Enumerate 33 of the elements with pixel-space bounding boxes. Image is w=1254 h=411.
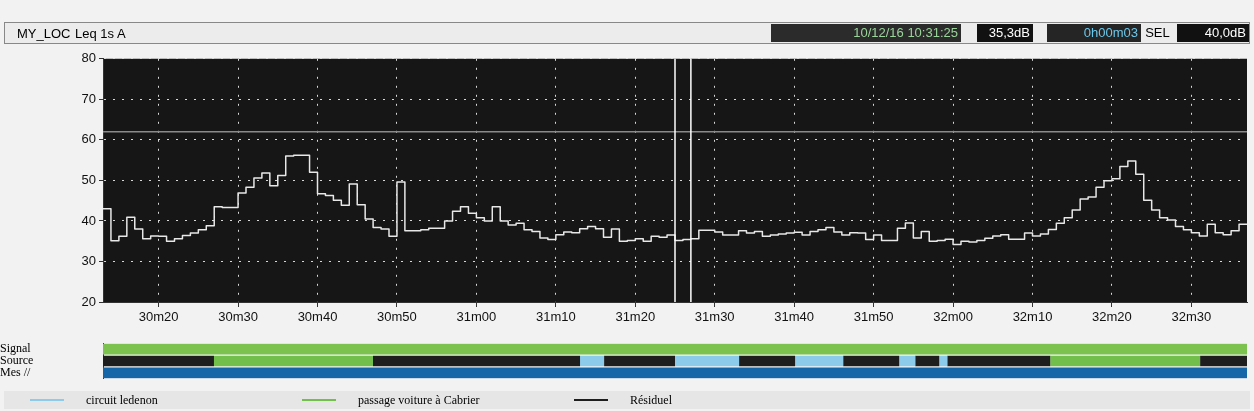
x-tick-label: 30m30: [218, 309, 258, 325]
text: 10/12/16 10:31:25: [771, 24, 961, 42]
x-tick-label: 30m50: [377, 309, 417, 325]
y-tick-label: 80: [81, 50, 96, 66]
legend-label: passage voiture à Cabrier: [358, 392, 480, 408]
text: 0h00m03: [1047, 24, 1141, 42]
y-tick-label: Signal: [0, 341, 32, 356]
y-tick-label: 60: [81, 131, 96, 147]
legend-label: circuit ledenon: [86, 392, 158, 408]
chart-title: MY_LOC: [17, 26, 71, 41]
x-tick-label: 30m40: [297, 309, 338, 325]
x-tick-label: 31m20: [615, 309, 656, 325]
y-tick-label: 50: [81, 171, 96, 187]
x-tick-label: 31m40: [774, 309, 815, 325]
x-tick-label: 32m30: [1171, 309, 1212, 325]
y-tick-label: 70: [81, 90, 96, 106]
x-tick-label: 31m30: [694, 309, 735, 325]
y-tick-label: Mes //: [0, 365, 31, 380]
x-tick-label: 32m00: [933, 309, 973, 325]
text: 35,3dB: [977, 24, 1033, 42]
x-tick-label: 30m20: [138, 309, 179, 325]
x-tick-label: 32m20: [1092, 309, 1132, 325]
text: 40,0dB: [1177, 24, 1249, 42]
y-tick-label: 40: [81, 212, 96, 228]
text: SEL: [1144, 24, 1171, 42]
x-tick-label: 31m50: [853, 309, 894, 325]
y-tick-label: 30: [81, 253, 96, 269]
x-tick-label: 31m00: [456, 309, 497, 325]
y-tick-label: 20: [81, 293, 96, 309]
x-tick-label: 32m10: [1012, 309, 1053, 325]
x-tick-label: 31m10: [535, 309, 576, 325]
legend-label: Résiduel: [630, 392, 672, 408]
chart-subtitle: Leq 1s A: [75, 26, 126, 41]
